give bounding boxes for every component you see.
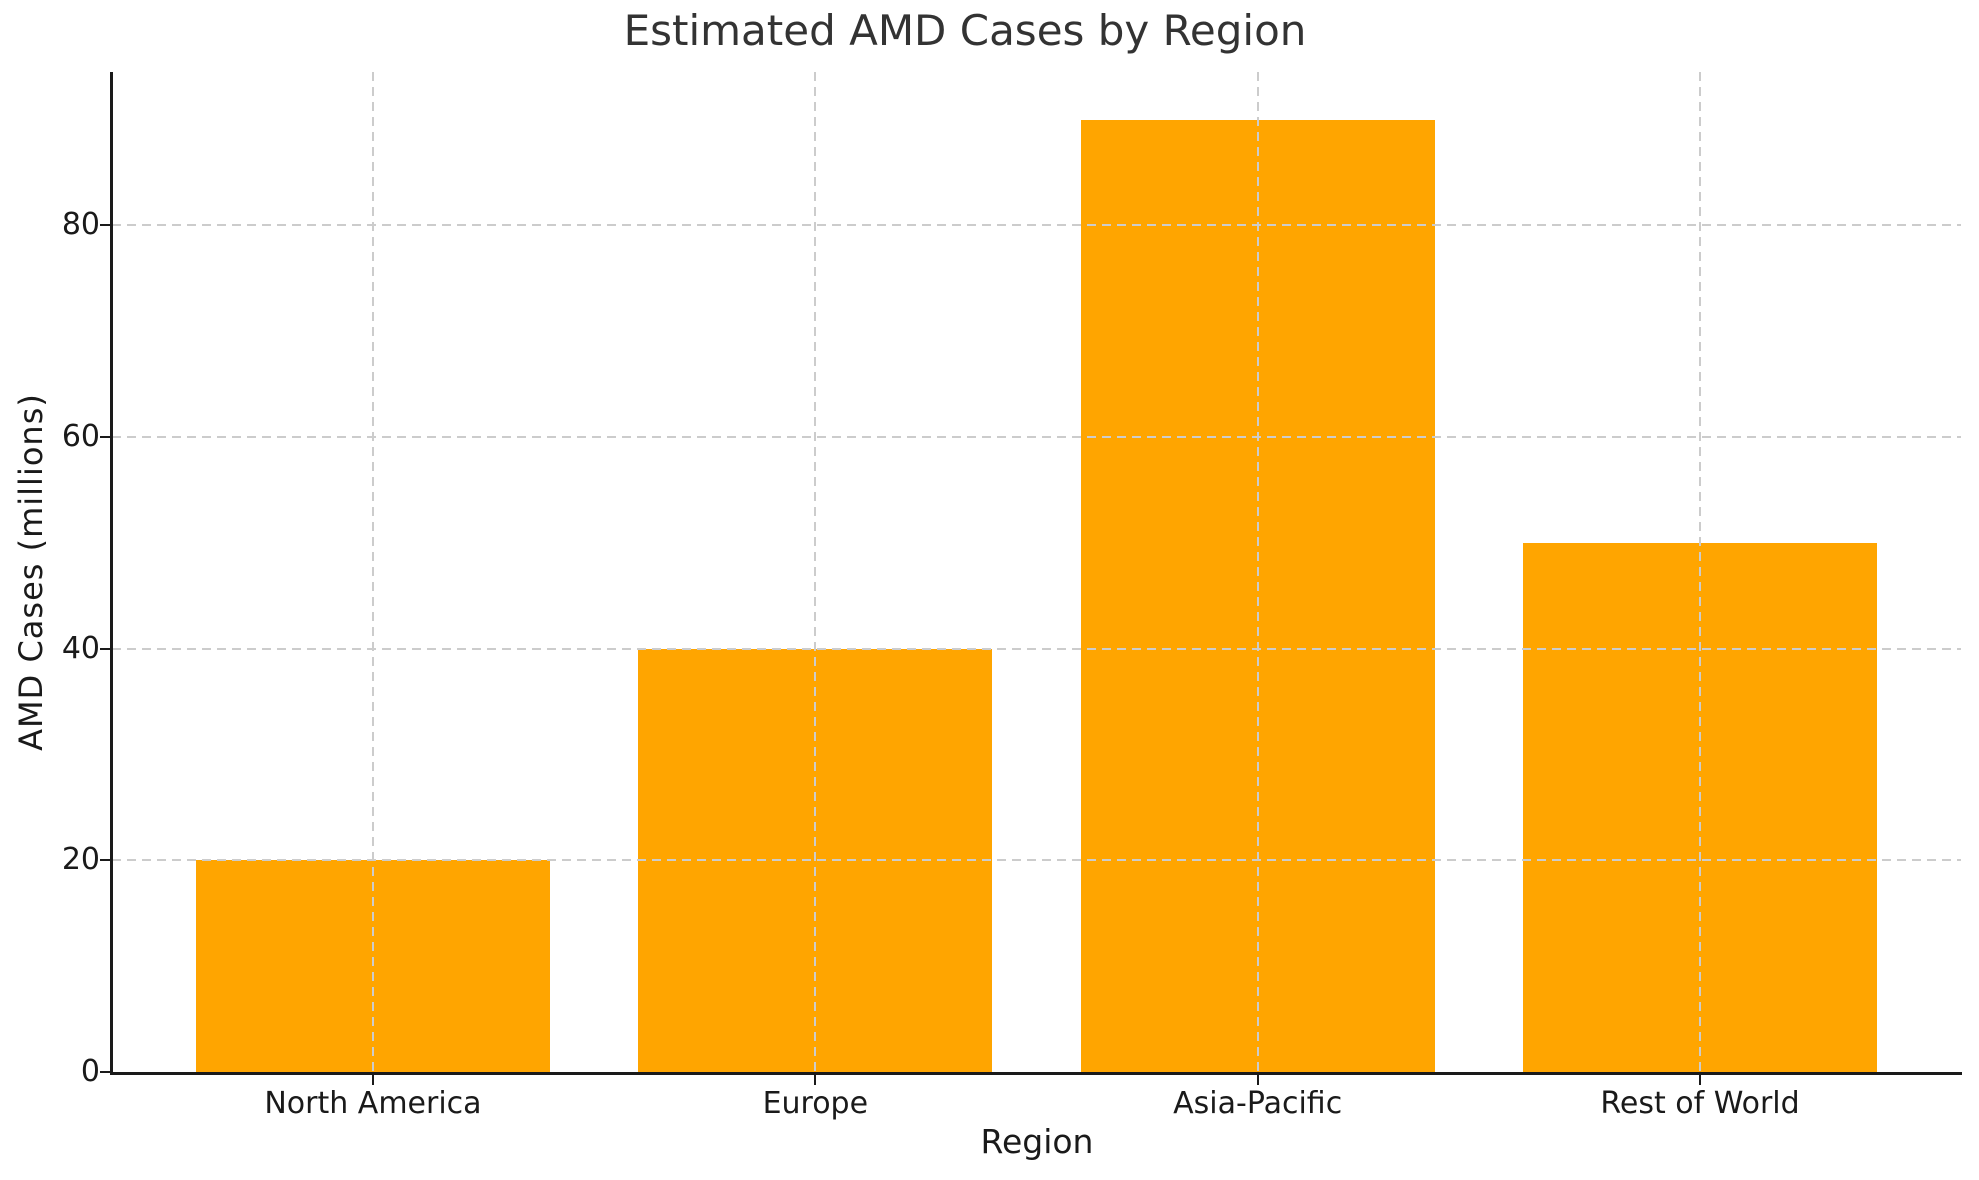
- x-tick-mark-1: [371, 1075, 374, 1085]
- x-tick-label-asia-pacific: Asia-Pacific: [1173, 1086, 1343, 1121]
- x-gridline-4: [1699, 72, 1702, 1072]
- chart-title: Estimated AMD Cases by Region: [623, 6, 1307, 55]
- x-axis-label: Region: [980, 1122, 1094, 1161]
- y-gridline-80: [112, 224, 1961, 227]
- x-axis-spine: [110, 1072, 1962, 1075]
- x-gridline-1: [371, 72, 374, 1072]
- y-gridline-20: [112, 859, 1961, 862]
- y-tick-mark-60: [100, 436, 111, 439]
- y-axis-spine: [110, 72, 113, 1075]
- x-gridline-3: [1256, 72, 1259, 1072]
- y-tick-label-20: 20: [61, 842, 100, 878]
- y-tick-mark-0: [100, 1071, 111, 1073]
- x-tick-mark-3: [1256, 1075, 1259, 1085]
- y-tick-label-60: 60: [61, 418, 100, 454]
- x-tick-mark-2: [814, 1075, 817, 1085]
- y-tick-mark-80: [100, 224, 111, 227]
- x-tick-label-europe: Europe: [762, 1086, 869, 1121]
- x-tick-mark-4: [1699, 1075, 1702, 1085]
- y-tick-label-80: 80: [61, 207, 100, 243]
- y-gridline-60: [112, 436, 1961, 439]
- x-tick-label-rest-of-world: Rest of World: [1600, 1086, 1800, 1121]
- plot-area: [100, 72, 1962, 1085]
- y-tick-label-40: 40: [61, 630, 100, 666]
- y-tick-mark-40: [100, 647, 111, 650]
- y-tick-label-0: 0: [80, 1053, 100, 1089]
- x-gridline-2: [814, 72, 817, 1072]
- y-gridline-40: [112, 647, 1961, 650]
- x-tick-label-north-america: North America: [264, 1086, 482, 1121]
- y-tick-mark-20: [100, 859, 111, 862]
